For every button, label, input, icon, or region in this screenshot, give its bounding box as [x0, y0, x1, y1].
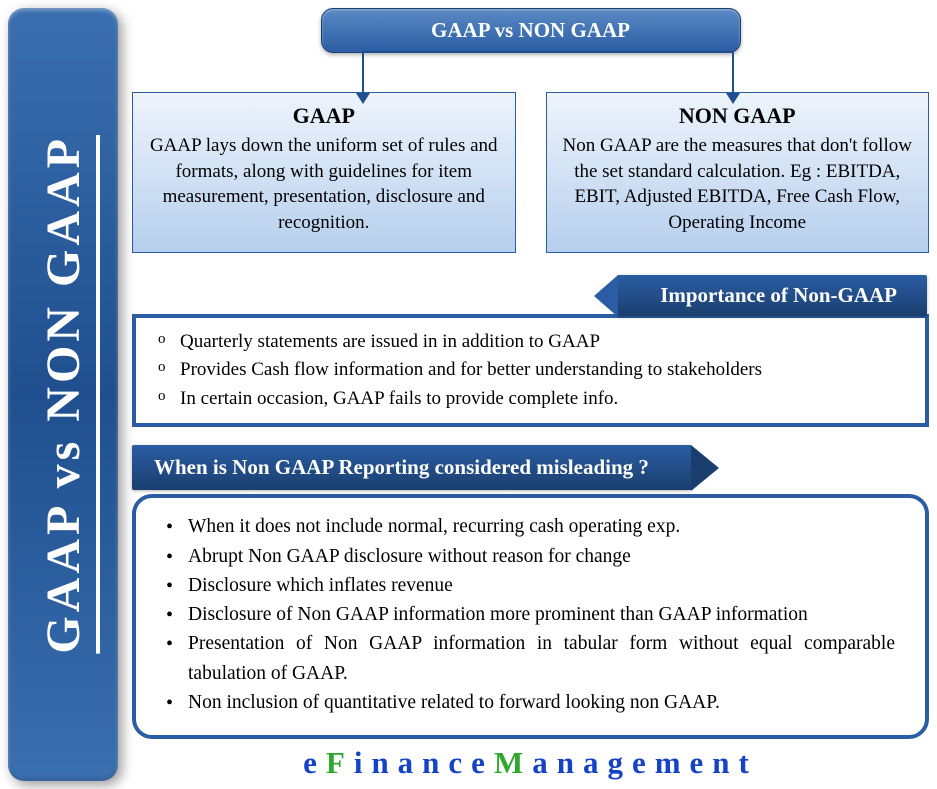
misleading-item: Abrupt Non GAAP disclosure without reaso…	[166, 542, 895, 571]
footer-inance: inance	[354, 745, 494, 780]
definition-boxes-row: GAAP GAAP lays down the uniform set of r…	[132, 92, 929, 253]
sidebar-banner: GAAP vs NON GAAP	[8, 8, 118, 781]
top-title-pill: GAAP vs NON GAAP	[321, 8, 741, 53]
footer-m: M	[494, 745, 532, 780]
nongaap-text: Non GAAP are the measures that don't fol…	[561, 133, 915, 236]
arrow-connector-left	[362, 51, 518, 95]
footer-anagement: anagement	[532, 745, 758, 780]
main-content: GAAP vs NON GAAP GAAP GAAP lays down the…	[132, 8, 929, 781]
nongaap-definition-box: NON GAAP Non GAAP are the measures that …	[546, 92, 930, 253]
misleading-list: When it does not include normal, recurri…	[166, 512, 895, 717]
arrow-connector-top	[518, 51, 734, 53]
footer-f: F	[326, 745, 354, 780]
sidebar-title: GAAP vs NON GAAP	[36, 135, 91, 654]
arrowhead-right-icon	[726, 93, 740, 104]
arrowhead-left-icon	[356, 93, 370, 104]
footer-brand: eFinanceManagement	[132, 745, 929, 781]
misleading-item: Disclosure of Non GAAP information more …	[166, 600, 895, 629]
importance-tag: Importance of Non-GAAP	[618, 275, 927, 316]
arrow-connector-right	[732, 51, 734, 95]
gaap-title: GAAP	[147, 103, 501, 129]
nongaap-title: NON GAAP	[561, 103, 915, 129]
infographic-container: GAAP vs NON GAAP GAAP vs NON GAAP GAAP G…	[0, 0, 937, 789]
gaap-text: GAAP lays down the uniform set of rules …	[147, 133, 501, 236]
arrows-row	[132, 53, 929, 92]
importance-box: Quarterly statements are issued in in ad…	[132, 314, 929, 428]
importance-item: Provides Cash flow information and for b…	[158, 356, 903, 385]
misleading-item: Disclosure which inflates revenue	[166, 571, 895, 600]
misleading-item: Non inclusion of quantitative related to…	[166, 688, 895, 717]
footer-e: e	[303, 745, 326, 780]
misleading-box: When it does not include normal, recurri…	[132, 494, 929, 739]
importance-item: Quarterly statements are issued in in ad…	[158, 328, 903, 357]
misleading-tag: When is Non GAAP Reporting considered mi…	[132, 445, 691, 490]
importance-item: In certain occasion, GAAP fails to provi…	[158, 385, 903, 414]
misleading-item: When it does not include normal, recurri…	[166, 512, 895, 541]
importance-list: Quarterly statements are issued in in ad…	[158, 328, 903, 414]
misleading-item: Presentation of Non GAAP information in …	[166, 629, 895, 688]
gaap-definition-box: GAAP GAAP lays down the uniform set of r…	[132, 92, 516, 253]
